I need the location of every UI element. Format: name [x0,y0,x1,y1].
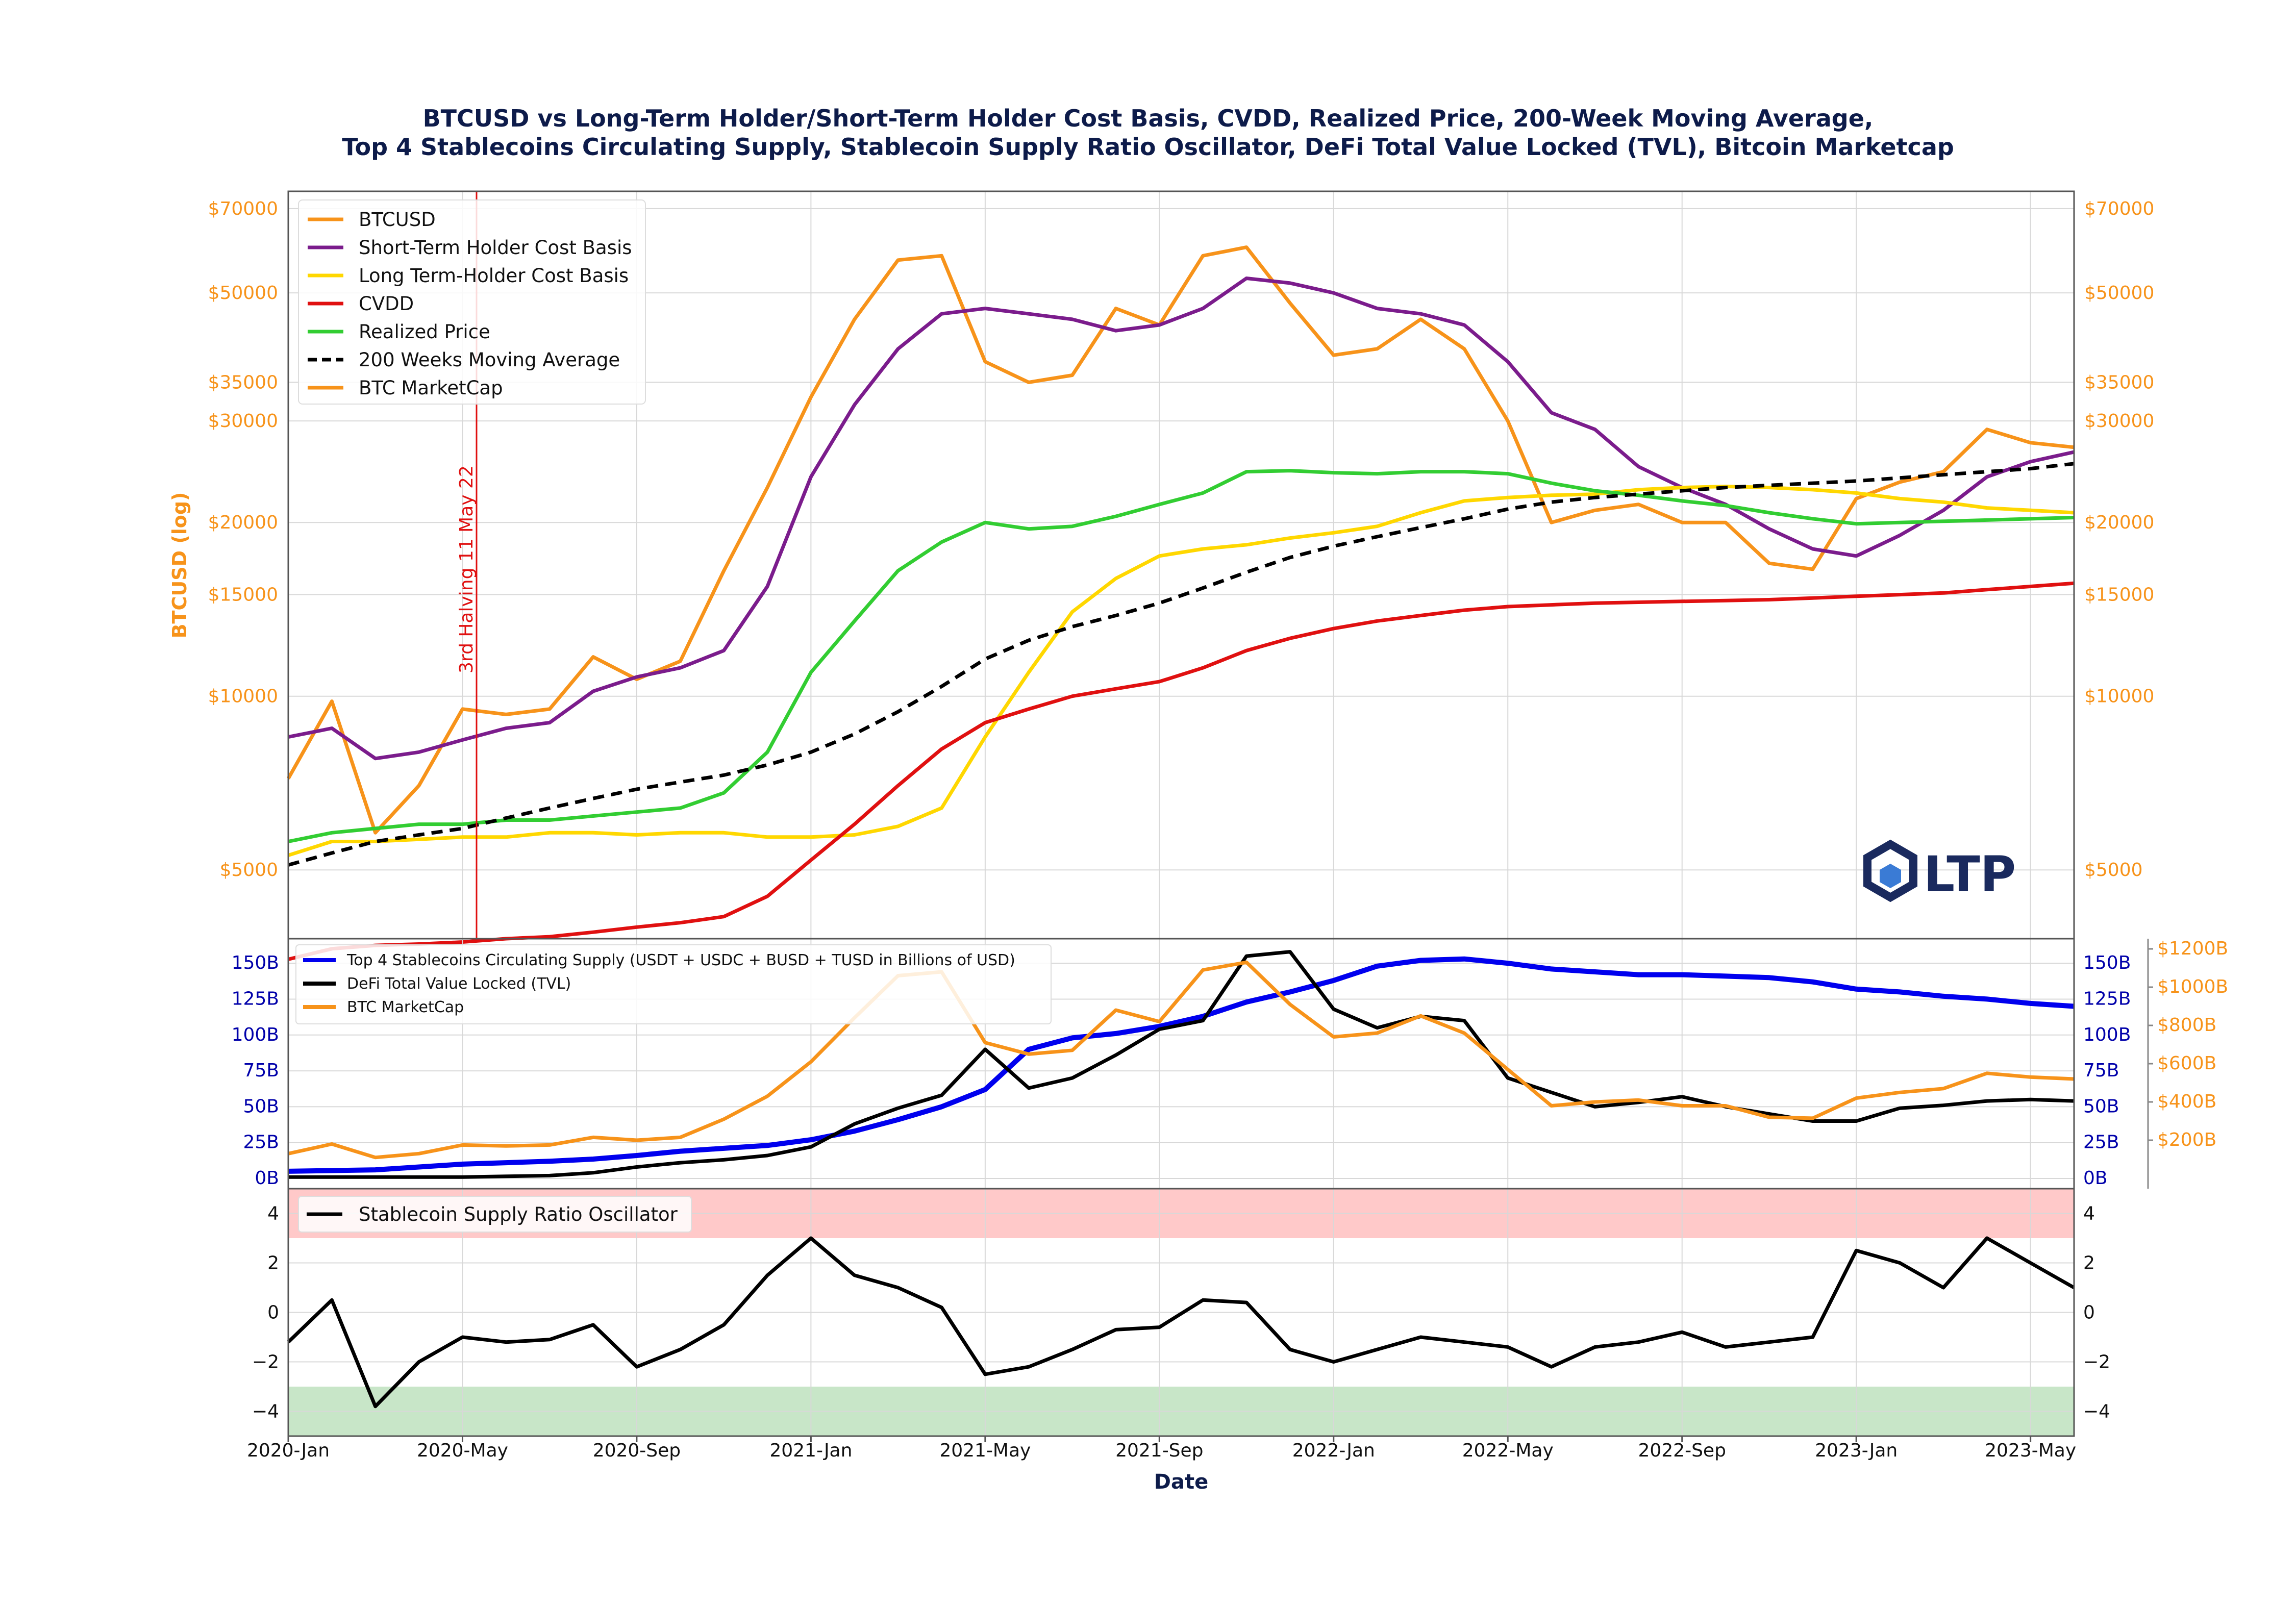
marketcap-ytick: $1000B [2157,976,2228,997]
stable-ytick-left: 25B [243,1132,279,1153]
price-series-realized-line [288,469,2075,843]
x-tick-label: 2023-Jan [1815,1440,1898,1461]
stable-legend-label: BTC MarketCap [347,998,464,1016]
marketcap-ytick: $800B [2157,1015,2216,1036]
price-legend-label: Realized Price [359,321,490,343]
stable-ytick-left: 100B [232,1024,279,1045]
price-series-sth-line [288,277,2075,761]
x-tick-label: 2022-Sep [1638,1440,1726,1461]
stable-legend-label: Top 4 Stablecoins Circulating Supply (US… [346,951,1015,969]
ssro-ytick-left: 0 [267,1302,279,1323]
ssro-ytick-right: 4 [2083,1203,2095,1224]
stable-series-btc-line [288,960,2075,1160]
x-tick-label: 2020-May [417,1440,508,1461]
ltp-logo-text: LTP [1924,846,2016,903]
price-legend-label: BTCUSD [359,209,436,231]
price-ytick-left: $50000 [208,283,278,304]
ssro-ytick-left: 4 [267,1203,279,1224]
ltp-logo-cube-icon [1880,864,1901,888]
price-series-btc-line [286,245,2075,835]
x-axis: 2020-Jan 2020-May 2020-Sep 2021-Jan 2021-May… [247,1436,2076,1494]
stable-ytick-right: 125B [2083,988,2131,1009]
price-legend-box [298,199,646,405]
price-panel: $5000 $5000 $10000 $10000 $15000 $15000 $20000… [168,190,2154,961]
x-tick-label: 2023-May [1985,1440,2076,1461]
x-tick-label: 2020-Jan [247,1440,330,1461]
price-ytick-left: $5000 [219,860,278,881]
price-series-ma200-line [288,462,2075,867]
stable-series-tvl-line [288,950,2075,1179]
stablecoin-panel: 0B 0B 25B 25B 50B 50B 75B 75B 100B 100B 125B 125B 15… [232,938,2228,1190]
marketcap-ytick: $600B [2157,1053,2216,1074]
x-tick-label: 2022-Jan [1292,1440,1375,1461]
chart-title-line2: Top 4 Stablecoins Circulating Supply, St… [342,133,1954,161]
marketcap-ytick: $1200B [2157,938,2228,959]
stable-ytick-right: 50B [2083,1096,2119,1117]
chart-title-line1: BTCUSD vs Long-Term Holder/Short-Term Ho… [423,105,1874,132]
marketcap-ytick: $200B [2157,1129,2216,1150]
ssro-ytick-right: 2 [2083,1253,2095,1274]
price-ytick-right: $10000 [2084,686,2154,707]
price-legend-label: Short-Term Holder Cost Basis [359,237,632,259]
price-legend-label: CVDD [359,293,414,315]
price-ytick-left: $35000 [208,372,278,393]
price-ytick-left: $10000 [208,686,278,707]
price-ytick-right: $15000 [2084,585,2154,606]
stable-ytick-right: 0B [2083,1168,2108,1189]
stable-ytick-right: 75B [2083,1060,2119,1081]
price-ytick-right: $20000 [2084,512,2154,533]
ssro-ytick-left: −4 [252,1401,279,1422]
stable-legend-label: DeFi Total Value Locked (TVL) [347,975,571,993]
price-ytick-left: $20000 [208,512,278,533]
price-ytick-left: $70000 [208,198,278,219]
ssro-frame [287,1188,2075,1437]
ssro-series-line [287,1236,2075,1409]
price-ytick-right: $5000 [2084,860,2143,881]
marketcap-ytick: $400B [2157,1091,2216,1112]
ssro-ytick-right: −4 [2083,1401,2110,1422]
stable-ytick-right: 150B [2083,952,2131,973]
price-ytick-right: $30000 [2084,411,2154,432]
stable-ytick-left: 75B [243,1060,279,1081]
price-ylabel: BTCUSD (log) [168,492,191,639]
price-ytick-right: $50000 [2084,283,2154,304]
price-ytick-left: $30000 [208,411,278,432]
ssro-ytick-right: −2 [2083,1352,2110,1373]
x-tick-label: 2021-Jan [769,1440,852,1461]
stable-ytick-left: 0B [255,1168,279,1189]
ssro-legend-label: Stablecoin Supply Ratio Oscillator [359,1203,678,1225]
ssro-ytick-left: −2 [252,1352,279,1373]
ssro-panel: −4 −4 −2 −2 0 0 2 2 4 4 Stablecoin Supply Ratio Os… [252,1188,2110,1437]
price-legend-label: Long Term-Holder Cost Basis [359,265,629,287]
stable-ytick-left: 150B [232,952,279,973]
x-tick-label: 2021-May [939,1440,1031,1461]
price-ytick-left: $15000 [208,585,278,606]
x-tick-label: 2022-May [1462,1440,1554,1461]
ltp-logo-hex-icon [1863,839,1917,902]
price-ytick-right: $35000 [2084,372,2154,393]
x-tick-label: 2020-Sep [593,1440,681,1461]
price-series-cvdd-line [288,581,2075,961]
price-series-lth-line [287,485,2075,857]
stable-series-stable-line [288,956,2075,1174]
price-ytick-right: $70000 [2084,198,2154,219]
ssro-legend-box [298,1196,692,1233]
ssro-ytick-right: 0 [2083,1302,2095,1323]
stable-ytick-left: 50B [243,1096,279,1117]
price-legend-label: BTC MarketCap [359,377,503,399]
stable-ytick-right: 25B [2083,1132,2119,1153]
stable-legend-box [295,944,1052,1024]
stable-ytick-right: 100B [2083,1024,2131,1045]
stable-ytick-left: 125B [232,988,279,1009]
x-axis-label: Date [1154,1470,1208,1494]
price-legend-label: 200 Weeks Moving Average [359,349,620,371]
ssro-ytick-left: 2 [267,1253,279,1274]
halving-label: 3rd Halving 11 May 22 [456,465,477,673]
x-tick-label: 2021-Sep [1115,1440,1203,1461]
ltp-logo: LTP [1863,839,2016,903]
